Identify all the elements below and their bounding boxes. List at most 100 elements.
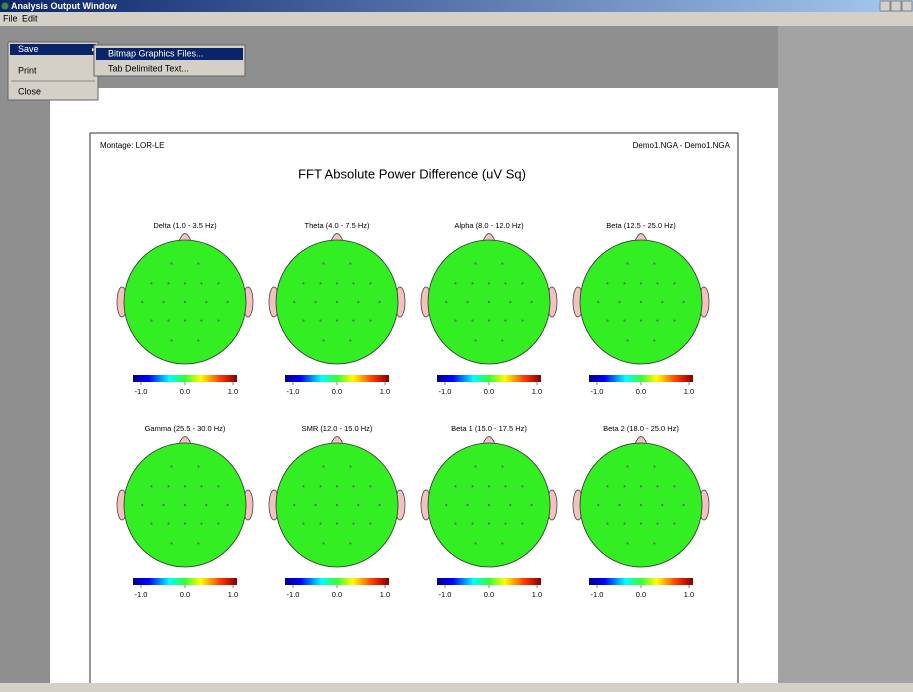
submenu-tab-text[interactable]: Tab Delimited Text... [108,63,189,73]
electrode [521,319,524,322]
electrode [639,503,643,507]
menu-item-close[interactable]: Close [18,86,41,96]
map-title: Beta 1 (15.0 - 17.5 Hz) [451,424,527,433]
electrode [357,503,360,507]
electrode [183,503,187,507]
scale-label: 1.0 [532,387,542,396]
report-page [50,88,778,692]
electrode [167,485,170,488]
electrode [183,485,187,488]
electrode [487,282,491,285]
electrode [471,319,474,322]
electrode [319,522,322,525]
electrode [661,300,664,304]
window-controls [879,0,913,12]
electrode [509,503,512,507]
electrode [335,300,339,304]
electrode [474,262,477,265]
electrode [167,522,170,525]
menu-edit[interactable]: Edit [22,13,38,23]
electrode [197,339,200,342]
electrode [626,465,629,468]
electrode [653,542,656,545]
scale-label: -1.0 [439,590,452,599]
electrode [322,339,325,342]
electrode [487,485,491,488]
electrode [197,465,200,468]
electrode [369,282,372,285]
electrode [369,522,372,525]
electrode [487,319,491,322]
scale-label: 1.0 [684,387,694,396]
minimize-button[interactable] [879,0,891,12]
menu-item-print[interactable]: Print [18,65,37,75]
electrode [673,319,676,322]
scale-label: 0.0 [636,590,646,599]
electrode [618,503,621,507]
menu-bar [0,12,913,26]
electrode [501,339,504,342]
electrode [378,300,381,304]
electrode [653,465,656,468]
electrode [352,522,355,525]
electrode [352,282,355,285]
electrode [293,300,296,304]
map-title: Beta 2 (18.0 - 25.0 Hz) [603,424,679,433]
electrode [474,542,477,545]
electrode [352,485,355,488]
electrode [530,300,533,304]
electrode [322,465,325,468]
electrode [454,485,457,488]
color-scale [133,578,237,585]
electrode [293,503,296,507]
maximize-button[interactable] [890,0,902,12]
montage: Montage: LOR-LE [100,141,164,150]
electrode [673,485,676,488]
save-submenu: Bitmap Graphics Files... Tab Delimited T… [93,44,246,77]
side-area [778,24,913,684]
submenu-bitmap[interactable]: Bitmap Graphics Files... [108,48,204,58]
electrode [618,300,621,304]
title-bar [0,0,913,12]
report-title: FFT Absolute Power Difference (uV Sq) [298,166,526,181]
electrode [454,282,457,285]
electrode [369,319,372,322]
electrode [335,282,339,285]
electrode [504,319,507,322]
electrode [162,300,165,304]
close-button[interactable] [901,0,913,12]
electrode [639,485,643,488]
electrode [501,262,504,265]
scale-label: 1.0 [380,590,390,599]
electrode [150,282,153,285]
electrode [656,485,659,488]
electrode [656,522,659,525]
electrode [162,503,165,507]
electrode [200,522,203,525]
electrode [474,339,477,342]
electrode [454,319,457,322]
electrode [471,522,474,525]
electrode [639,319,643,322]
electrode [606,522,609,525]
electrode [509,300,512,304]
menu-file[interactable]: File [3,13,18,23]
electrode [656,282,659,285]
scale-label: -1.0 [591,387,604,396]
color-scale [133,375,237,382]
color-scale [285,375,389,382]
electrode [466,300,469,304]
electrode [217,319,220,322]
files: Demo1.NGA - Demo1.NGA [633,141,731,150]
map-title: Delta (1.0 - 3.5 Hz) [153,221,217,230]
electrode [170,465,173,468]
electrode [369,485,372,488]
color-scale [437,375,541,382]
electrode [150,319,153,322]
electrode [226,300,229,304]
map-title: Beta (12.5 - 25.0 Hz) [606,221,676,230]
electrode [378,503,381,507]
electrode [626,542,629,545]
menu-item-save[interactable]: Save [18,44,39,54]
